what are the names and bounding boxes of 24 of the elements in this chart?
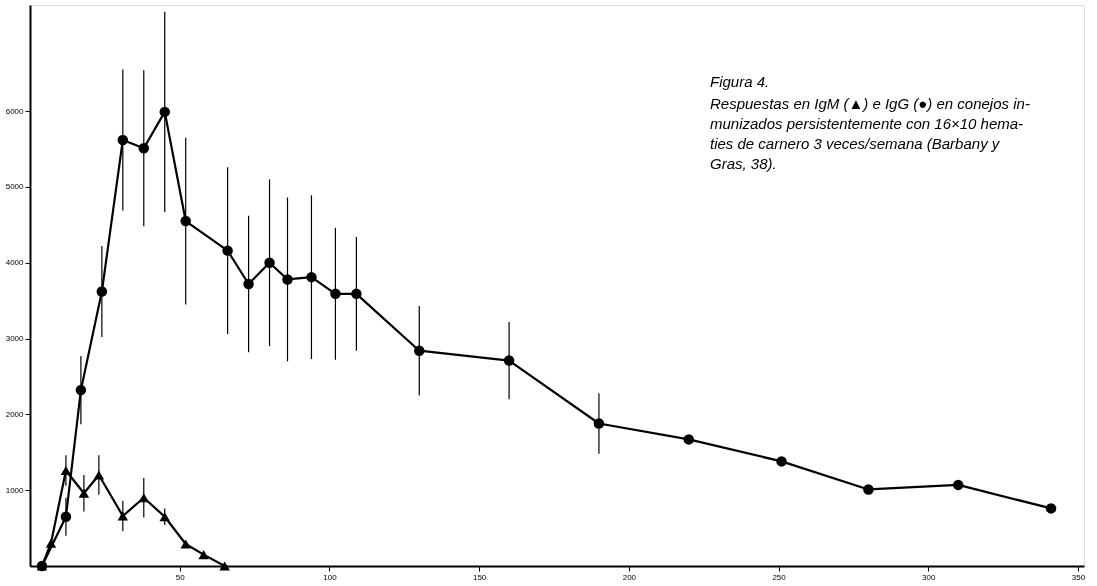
point (863, 484, 874, 495)
y-tick-label: 1000 (5, 485, 25, 495)
point (1045, 503, 1057, 514)
x-tick-label: 250 (772, 572, 787, 582)
point (219, 561, 230, 571)
x-tick-label: 200 (622, 572, 637, 582)
point (683, 434, 694, 445)
y-tick-label: 3000 (5, 334, 25, 344)
y-tick-label: 4000 (5, 258, 25, 268)
y-tick-label: 5000 (5, 182, 25, 192)
point (180, 539, 191, 549)
point (117, 511, 129, 521)
annotation: Respuestas en IgM (▲) e IgG (●) en conejos in- munizados persistentemente con 16×10 hema- ties de carnero 3 veces/semana (Barbany y Gras, 38). (710, 95, 1030, 172)
annotation: Figura 4. (710, 73, 770, 90)
x-tick-label: 50 (175, 572, 186, 582)
point (198, 550, 209, 560)
x-tick-label: 350 (1071, 572, 1086, 582)
x-tick-label: 100 (323, 572, 338, 582)
point (952, 479, 964, 491)
x-tick-label: 300 (922, 572, 937, 582)
y-tick-label: 6000 (5, 106, 25, 116)
x-tick-label: 150 (472, 572, 487, 582)
point (776, 456, 787, 467)
y-tick-label: 2000 (5, 409, 25, 419)
